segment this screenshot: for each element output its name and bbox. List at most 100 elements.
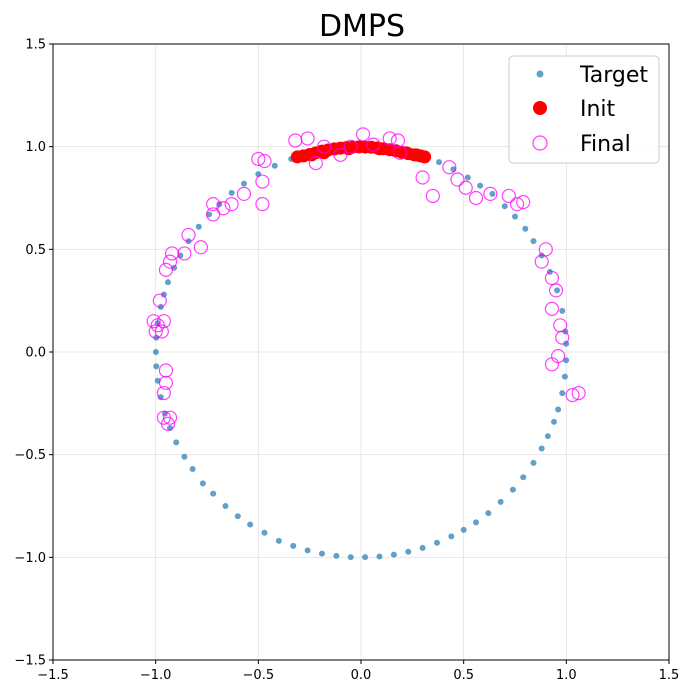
legend-marker-target <box>536 70 544 78</box>
target-point <box>520 474 527 481</box>
final-point <box>251 151 266 167</box>
target-point <box>333 552 340 559</box>
final-point <box>571 385 586 401</box>
target-point <box>210 490 217 497</box>
final-point <box>193 240 208 255</box>
target-point <box>206 211 213 218</box>
target-point <box>563 340 570 347</box>
final-point <box>509 197 525 212</box>
target-point <box>347 554 354 561</box>
init-point <box>372 142 386 156</box>
final-point <box>366 137 381 152</box>
target-point <box>472 519 479 526</box>
y-tick-label: −0.5 <box>14 448 46 463</box>
target-point <box>153 363 160 370</box>
target-point <box>530 238 537 245</box>
final-point <box>216 201 231 216</box>
chart-title: DMPS <box>319 9 405 44</box>
target-point <box>390 551 397 558</box>
target-point <box>157 394 164 401</box>
target-point <box>538 445 545 452</box>
target-point <box>544 433 551 440</box>
final-point <box>152 293 167 308</box>
target-point <box>522 225 529 232</box>
target-point <box>181 453 188 460</box>
target-point <box>497 498 504 505</box>
target-point <box>247 521 254 528</box>
target-point <box>419 544 426 551</box>
final-point <box>164 246 180 261</box>
target-point <box>304 547 311 554</box>
target-point <box>448 533 455 540</box>
legend-label-final: Final <box>580 132 631 157</box>
target-point <box>551 418 558 425</box>
target-point <box>405 548 412 555</box>
x-tick-label: −0.5 <box>243 668 275 683</box>
final-point <box>224 197 239 212</box>
target-point <box>234 513 241 520</box>
final-point <box>148 324 163 339</box>
target-point <box>477 182 484 189</box>
y-tick-label: 1.5 <box>25 38 46 53</box>
target-point <box>376 553 383 560</box>
target-series <box>152 143 570 561</box>
legend-label-init: Init <box>580 97 616 122</box>
init-point <box>342 142 356 156</box>
target-point <box>485 510 492 517</box>
target-point <box>433 539 440 546</box>
legend: Target Init Final <box>508 55 660 164</box>
y-axis-ticks: −1.5 −1.0 −0.5 0.0 0.5 1.0 1.5 <box>14 38 53 669</box>
final-point <box>548 283 564 298</box>
final-point <box>534 254 549 269</box>
x-tick-label: −1.5 <box>37 668 69 683</box>
target-point <box>261 529 268 536</box>
final-point <box>458 180 473 195</box>
final-point <box>551 349 566 364</box>
target-point <box>501 203 508 210</box>
y-tick-label: −1.5 <box>14 654 46 669</box>
y-tick-label: −1.0 <box>14 551 46 566</box>
legend-marker-init <box>533 101 547 115</box>
target-point <box>160 291 167 298</box>
target-point <box>362 554 369 561</box>
target-point <box>318 550 325 557</box>
final-point <box>442 160 457 175</box>
final-point <box>146 314 161 329</box>
target-point <box>240 180 247 187</box>
target-point <box>199 480 206 487</box>
target-point <box>554 287 561 294</box>
final-point <box>425 188 440 204</box>
final-point <box>300 131 315 146</box>
x-tick-label: 0.5 <box>453 668 474 683</box>
final-point <box>544 270 560 286</box>
legend-marker-final <box>532 135 548 151</box>
target-point <box>460 526 467 533</box>
final-point <box>255 174 270 189</box>
final-point <box>288 133 303 148</box>
x-tick-label: 1.0 <box>556 668 577 683</box>
init-point <box>305 148 319 162</box>
target-point <box>512 213 518 220</box>
target-point <box>173 439 180 446</box>
final-point <box>343 139 358 154</box>
target-point <box>464 174 471 181</box>
final-point <box>177 246 192 261</box>
target-point <box>290 542 297 549</box>
final-point <box>538 242 553 257</box>
final-point <box>382 131 397 146</box>
target-point <box>275 537 282 544</box>
target-point <box>228 189 235 196</box>
final-point <box>501 188 516 204</box>
final-series <box>146 127 586 431</box>
final-point <box>158 375 174 390</box>
plot-frame <box>52 43 670 661</box>
target-point <box>555 406 562 413</box>
target-point <box>489 190 496 197</box>
x-tick-label: −1.0 <box>140 668 172 683</box>
final-point <box>544 357 560 372</box>
target-point <box>559 307 566 314</box>
target-point <box>152 349 159 355</box>
final-point <box>516 195 531 210</box>
target-point <box>271 162 278 169</box>
